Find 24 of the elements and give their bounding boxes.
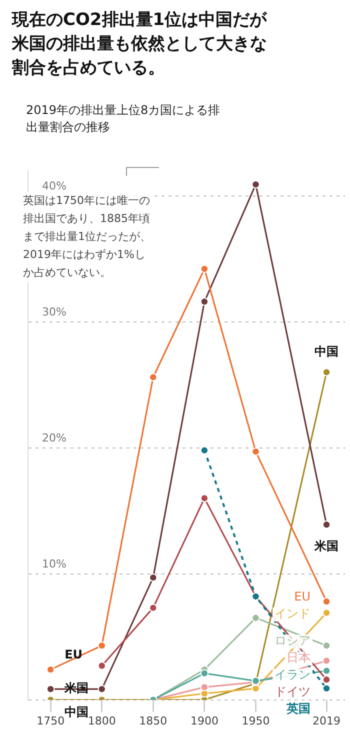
y-tick-label: 10% [42, 558, 66, 571]
series-label: EU [64, 648, 83, 662]
y-tick-label: 40% [42, 180, 66, 193]
y-tick-label: 30% [42, 306, 66, 319]
annotation: 英国は1750年には唯一の排出国であり、1885年頃まで排出量1位だったが、2019年にはわずか1%しか占めていない。 [23, 192, 153, 282]
x-tick-label: 1950 [242, 714, 270, 728]
text: EU [294, 590, 311, 604]
series-label: ロシア [274, 634, 311, 648]
x-tick-label: 1850 [139, 714, 168, 728]
y-tick-label: 20% [42, 432, 66, 445]
series-label: ドイツ [274, 684, 311, 699]
series-label: 日本 [286, 650, 311, 665]
text: 中国 [314, 344, 339, 358]
x-tick-label: 1750 [36, 714, 65, 728]
text: 米国 [314, 538, 339, 553]
chart-subtitle: 2019年の排出量上位8カ国による排出量割合の推移 [26, 102, 222, 136]
x-tick-label: 2019 [312, 714, 341, 728]
x-tick-label: 1800 [88, 714, 116, 728]
series-label: 英国 [286, 702, 311, 716]
x-tick-label: 1900 [190, 714, 218, 728]
series-label: 中国 [64, 704, 89, 719]
series-label: インド [274, 606, 311, 621]
series-label: イラン [274, 668, 311, 682]
chart-title: 現在のCO2排出量1位は中国だが米国の排出量も依然として大きな割合を占めている。 [12, 9, 268, 80]
